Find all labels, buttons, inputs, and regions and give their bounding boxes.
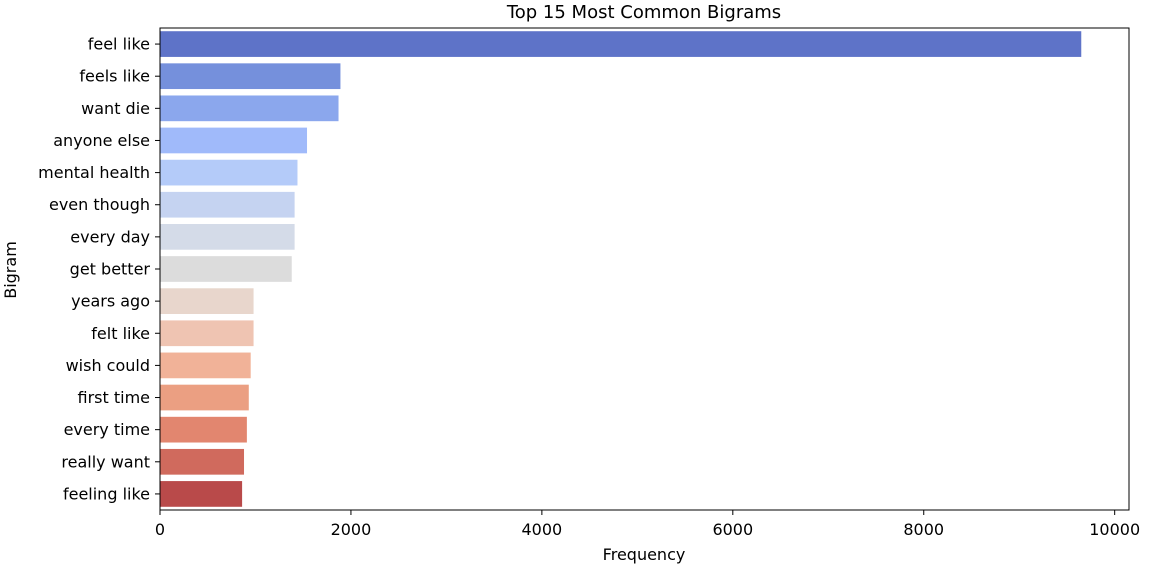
- y-tick-label: every time: [64, 420, 150, 439]
- y-tick-label: really want: [61, 452, 150, 471]
- bar-felt-like: [160, 320, 254, 347]
- x-tick-label: 8000: [903, 520, 944, 539]
- y-tick-label: even though: [49, 195, 150, 214]
- y-tick-label: feel like: [88, 35, 150, 54]
- bar-feels-like: [160, 63, 341, 90]
- x-tick-label: 10000: [1089, 520, 1140, 539]
- bar-wish-could: [160, 352, 251, 379]
- bar-really-want: [160, 448, 245, 475]
- y-tick-label: get better: [70, 260, 151, 279]
- y-axis-title: Bigram: [1, 241, 20, 299]
- bar-even-though: [160, 191, 295, 218]
- bar-anyone-else: [160, 127, 308, 154]
- y-tick-label: wish could: [66, 356, 150, 375]
- bar-feeling-like: [160, 481, 243, 507]
- y-tick-label: first time: [78, 388, 151, 407]
- y-tick-label: years ago: [71, 292, 150, 311]
- y-axis-ticks: feel like feels like want die anyone else me…: [38, 35, 160, 503]
- bar-get-better: [160, 256, 292, 282]
- bar-feel-like: [160, 31, 1082, 57]
- x-axis-ticks: 0 2000 4000 6000 8000 10000: [155, 510, 1140, 539]
- bar-every-day: [160, 224, 295, 250]
- y-tick-label: feeling like: [63, 484, 150, 503]
- bars-group: [160, 31, 1082, 507]
- bar-every-time: [160, 416, 247, 443]
- x-axis-title: Frequency: [603, 545, 686, 564]
- x-tick-label: 4000: [522, 520, 563, 539]
- bar-want-die: [160, 95, 339, 122]
- y-tick-label: felt like: [91, 324, 150, 343]
- x-tick-label: 6000: [712, 520, 753, 539]
- y-tick-label: feels like: [79, 67, 150, 86]
- bar-years-ago: [160, 288, 254, 314]
- y-tick-label: every day: [70, 227, 150, 246]
- chart-title: Top 15 Most Common Bigrams: [506, 2, 781, 23]
- x-tick-label: 0: [155, 520, 165, 539]
- plot-area-frame: [159, 27, 1130, 511]
- y-tick-label: anyone else: [53, 131, 150, 150]
- bar-first-time: [160, 384, 249, 411]
- bar-mental-health: [160, 159, 298, 186]
- y-tick-label: mental health: [38, 163, 150, 182]
- y-tick-label: want die: [81, 99, 150, 118]
- x-tick-label: 2000: [331, 520, 372, 539]
